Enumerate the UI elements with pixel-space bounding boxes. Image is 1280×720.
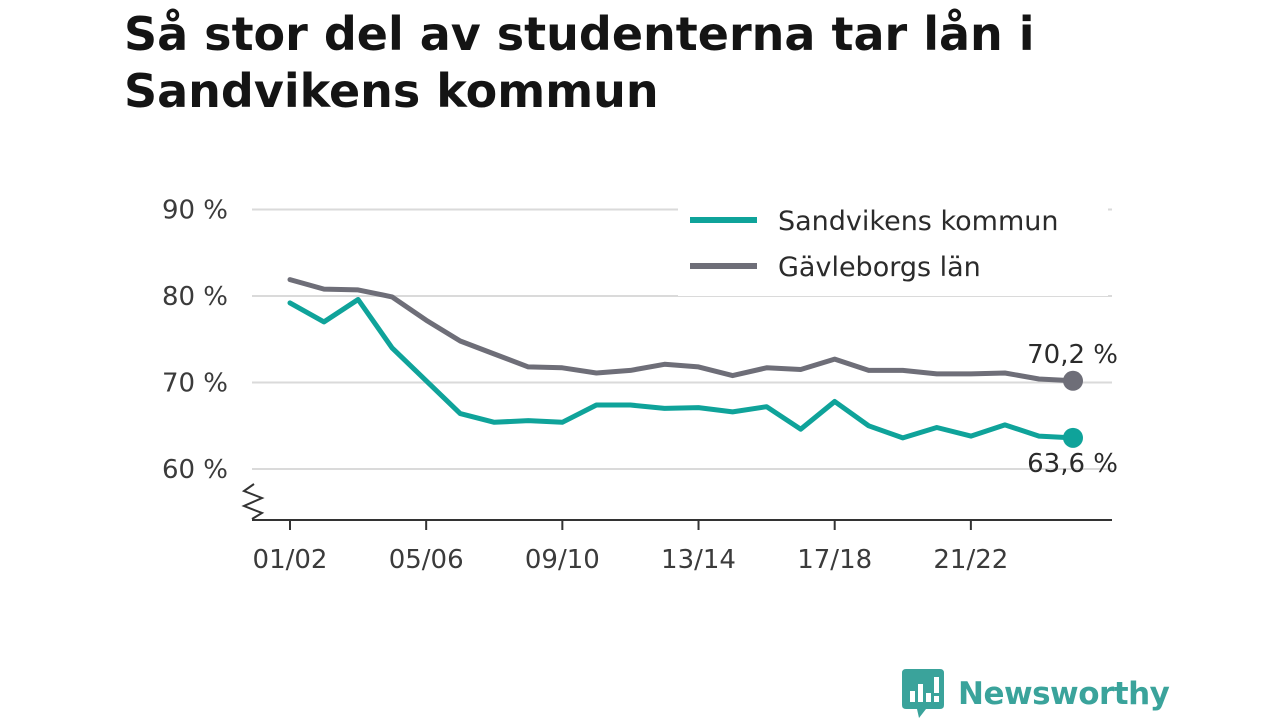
y-tick-label-60: 60 % bbox=[162, 455, 228, 485]
end-point-0 bbox=[1063, 427, 1083, 448]
x-tick-label-09/10: 09/10 bbox=[525, 545, 600, 575]
newsworthy-logo: Newsworthy bbox=[902, 668, 1170, 720]
x-axis: 01/02 05/06 09/10 13/14 17/18 21/22 bbox=[241, 483, 1112, 575]
axis-break-mark bbox=[241, 483, 265, 520]
chart-title: Så stor del av studenterna tar lån i San… bbox=[124, 7, 1035, 118]
x-tick-label-13/14: 13/14 bbox=[661, 545, 736, 575]
y-tick-label-70: 70 % bbox=[162, 369, 228, 399]
x-tick-label-17/18: 17/18 bbox=[797, 545, 872, 575]
brand-name: Newsworthy bbox=[958, 676, 1170, 712]
y-tick-label-90: 90 % bbox=[162, 196, 228, 226]
y-axis-ticks: 60 % 70 % 80 % 90 % bbox=[162, 196, 228, 486]
newsworthy-bars-icon bbox=[902, 669, 944, 718]
end-label-0: 63,6 % bbox=[1027, 449, 1118, 479]
x-tick-label-01/02: 01/02 bbox=[253, 545, 328, 575]
series-line-1 bbox=[287, 277, 1076, 384]
x-tick-label-21/22: 21/22 bbox=[933, 545, 1008, 575]
series-line-0 bbox=[287, 297, 1076, 441]
end-label-1: 70,2 % bbox=[1027, 340, 1118, 370]
legend-label-1: Gävleborgs län bbox=[778, 252, 981, 283]
legend-label-0: Sandvikens kommun bbox=[778, 206, 1058, 237]
x-tick-label-05/06: 05/06 bbox=[389, 545, 464, 575]
end-labels: 63,6 % 70,2 % bbox=[1027, 340, 1118, 479]
series-lines bbox=[287, 277, 1083, 448]
end-point-1 bbox=[1063, 370, 1083, 391]
legend: Sandvikens kommun Gävleborgs län bbox=[678, 196, 1108, 296]
y-tick-label-80: 80 % bbox=[162, 282, 228, 312]
legend-background bbox=[678, 196, 1108, 296]
